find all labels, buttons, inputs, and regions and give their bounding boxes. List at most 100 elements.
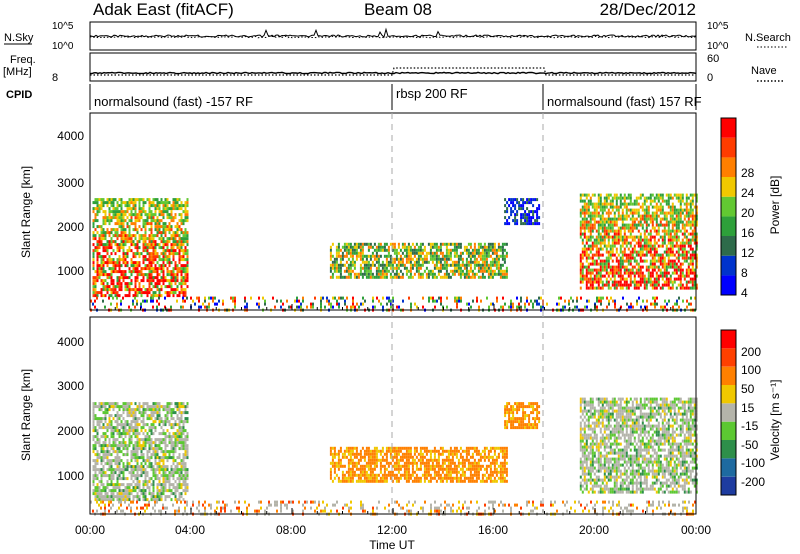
power-cell-2982 [667,271,670,275]
power-cell-2426 [617,280,620,284]
power-cell-1191 [351,263,354,267]
power-cell-485 [134,276,137,280]
power-cell-2336 [611,196,614,200]
velocity-cell-1189 [349,470,352,474]
power-cell-2873 [657,277,660,281]
power-cell-484 [134,270,137,274]
power-cell-1338 [385,272,388,276]
power-cell-3109 [679,211,682,215]
power-cell-698 [154,213,157,217]
power-cell-1945 [534,219,537,223]
velocity-cell-280 [116,423,119,427]
power-cell-3472 [330,302,332,306]
power-cell-869 [168,252,171,256]
power-cell-3255 [691,259,694,263]
power-cell-3053 [673,271,676,275]
power-cell-1694 [471,251,474,255]
power-cell-2166 [597,193,600,197]
power-cell-1672 [465,272,468,276]
power-cell-3561 [454,296,456,300]
power-cell-1330 [385,242,388,246]
velocity-cell-2 [92,408,95,412]
velocity-cell-620 [144,474,147,478]
freq-trace [89,71,697,75]
velocity-cell-688 [150,477,153,481]
velocity-cell-246 [112,471,115,475]
velocity-cell-945 [174,411,177,415]
velocity-cell-372 [124,402,127,406]
velocity-cell-212 [110,429,113,433]
power-cell-796 [162,231,165,235]
velocity-cell-385 [124,465,127,469]
power-cell-2539 [627,268,630,272]
power-cell-864 [168,228,171,232]
power-cell-2043 [585,265,588,269]
power-cell-941 [174,252,177,256]
power-cell-1361 [391,266,394,270]
power-cell-3536 [410,305,412,309]
velocity-cell-633 [146,423,149,427]
velocity-cell-672 [150,411,153,415]
velocity-cell-921 [172,408,175,412]
power-cell-3650 [572,299,574,303]
velocity-cell-1030 [180,465,183,469]
power-cell-1849 [503,275,506,279]
power-cell-2509 [625,226,628,230]
power-cell-1242 [363,272,366,276]
power-cell-3052 [673,268,676,272]
velocity-cell-877 [166,495,169,499]
power-cell-666 [150,276,153,280]
velocity-cell-1146 [339,449,342,453]
velocity-cell-254 [112,498,115,502]
velocity-cell-375 [124,420,127,424]
velocity-cell-1097 [186,447,189,451]
power-cell-2587 [631,280,634,284]
power-cell-1370 [393,266,396,270]
power-cell-836 [166,204,169,208]
power-cell-2080 [589,217,592,221]
power-cbar-tick-20: 20 [741,206,755,220]
power-cell-1723 [477,263,480,267]
velocity-cell-586 [142,423,145,427]
power-cell-305 [118,270,121,274]
power-cell-2499 [623,280,626,284]
power-cell-1005 [180,240,183,244]
velocity-cell-968 [176,414,179,418]
power-cell-499 [136,243,139,247]
power-colorbar-swatch-5 [721,177,736,197]
power-cell-3122 [679,274,682,278]
power-cell-1460 [415,263,418,267]
velocity-cell-949 [174,435,177,439]
power-cell-1862 [506,201,509,205]
power-cell-2436 [619,229,622,233]
power-cell-865 [168,231,171,235]
velocity-cell-655 [148,435,151,439]
power-cell-727 [156,228,159,232]
velocity-cell-1027 [180,447,183,451]
power-cell-802 [162,252,165,256]
power-cell-2206 [599,238,602,242]
power-cell-1868 [508,204,511,208]
velocity-cell-552 [138,468,141,472]
power-cell-2614 [635,211,638,215]
power-cell-2600 [633,250,636,254]
power-cell-1509 [427,272,430,276]
power-cell-3476 [334,296,336,300]
power-cell-1382 [397,242,400,246]
power-cell-2022 [583,265,586,269]
power-cell-1678 [467,260,470,264]
velocity-cell-70 [98,402,101,406]
power-cell-3719 [664,299,666,303]
power-cell-3511 [376,296,378,300]
power-cell-2887 [659,253,662,257]
power-cell-409 [128,225,131,229]
power-cell-1905 [522,201,525,205]
power-cell-314 [120,204,123,208]
power-cell-1274 [371,260,374,264]
power-cell-1236 [363,242,366,246]
power-cell-2002 [581,277,584,281]
power-cell-2027 [585,202,588,206]
power-cell-1610 [451,260,454,264]
velocity-cell-337 [120,450,123,454]
power-cell-2448 [619,271,622,275]
